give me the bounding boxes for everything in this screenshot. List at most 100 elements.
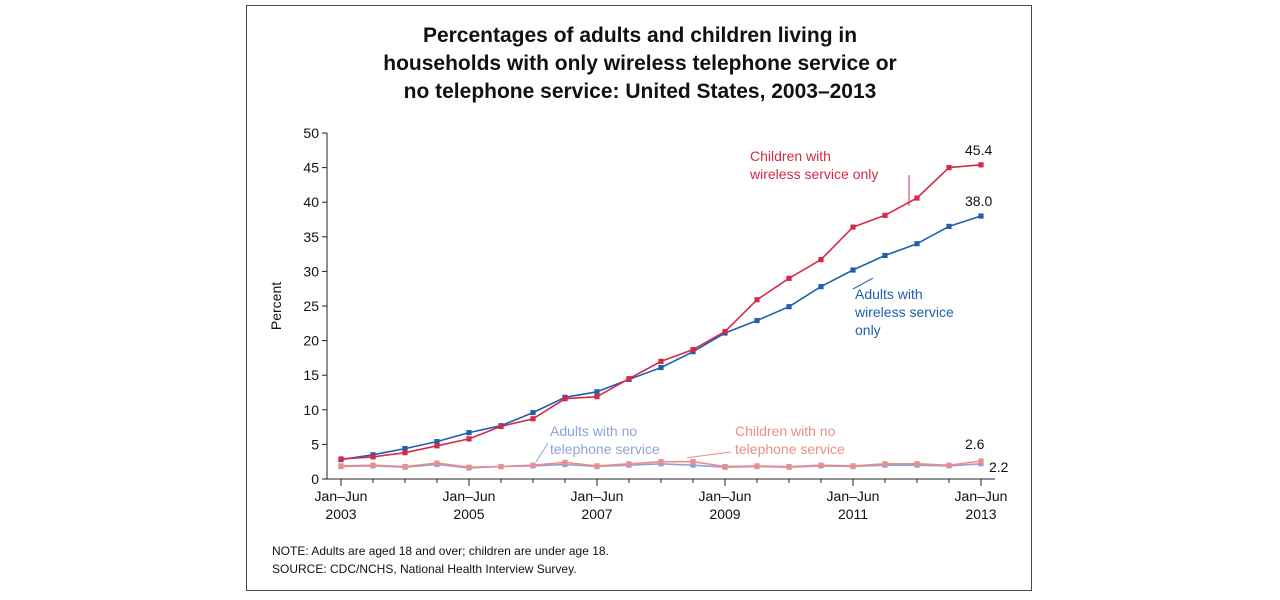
x-tick-label: 2009 xyxy=(709,506,740,522)
data-point-children-none xyxy=(850,463,856,469)
data-point-children-wireless xyxy=(914,195,920,201)
y-tick-label: 25 xyxy=(303,298,319,314)
series-label-adults-wireless: wireless service xyxy=(854,304,954,320)
data-point-adults-wireless xyxy=(850,267,856,273)
y-tick-label: 45 xyxy=(303,160,319,176)
data-point-children-none xyxy=(946,462,952,468)
data-point-children-wireless xyxy=(562,396,568,402)
leader-line-adults-wireless xyxy=(852,277,874,290)
data-point-children-wireless xyxy=(402,450,408,456)
data-point-children-wireless xyxy=(978,162,984,168)
series-line-adults-wireless xyxy=(340,215,982,461)
data-point-children-none xyxy=(562,459,568,465)
data-point-children-wireless xyxy=(786,275,792,281)
data-point-adults-wireless xyxy=(402,445,408,452)
data-point-children-wireless xyxy=(754,297,760,303)
data-point-adults-wireless xyxy=(658,364,664,371)
data-point-children-wireless xyxy=(434,443,440,449)
chart-title-line-2: households with only wireless telephone … xyxy=(383,52,897,75)
data-point-adults-wireless xyxy=(434,439,440,445)
data-point-adults-wireless xyxy=(946,223,952,230)
chart-notes: NOTE: Adults are aged 18 and over; child… xyxy=(272,542,609,578)
y-tick-label: 30 xyxy=(303,263,319,279)
note-text: NOTE: Adults are aged 18 and over; child… xyxy=(272,544,609,558)
source-text: SOURCE: CDC/NCHS, National Health Interv… xyxy=(272,562,577,576)
chart-title-line-1: Percentages of adults and children livin… xyxy=(422,24,858,47)
data-point-children-none xyxy=(722,463,728,470)
data-point-children-none xyxy=(594,463,600,469)
x-tick-label: Jan–Jun xyxy=(827,488,880,504)
data-point-children-none xyxy=(818,462,824,468)
data-point-adults-none xyxy=(978,461,984,467)
data-point-children-none xyxy=(914,461,920,467)
x-tick-label: Jan–Jun xyxy=(955,488,1008,504)
data-point-adults-wireless xyxy=(978,213,984,219)
data-point-children-none xyxy=(530,462,536,468)
data-point-children-none xyxy=(658,459,664,465)
data-point-children-wireless xyxy=(626,376,632,382)
data-point-children-wireless xyxy=(850,224,856,230)
leader-line-adults-none xyxy=(535,442,549,463)
data-point-adults-wireless xyxy=(594,389,600,395)
y-tick-label: 20 xyxy=(303,333,319,349)
data-point-children-none xyxy=(370,462,376,468)
x-tick-label: Jan–Jun xyxy=(571,488,624,504)
data-point-children-wireless xyxy=(818,257,824,263)
end-label-children-none: 2.6 xyxy=(965,436,985,452)
x-tick-label: Jan–Jun xyxy=(699,488,752,504)
data-point-children-wireless xyxy=(370,454,376,460)
data-point-children-none xyxy=(978,458,984,464)
data-point-children-none xyxy=(402,463,408,470)
data-point-children-wireless xyxy=(530,416,536,422)
data-point-children-none xyxy=(498,463,504,470)
series-label-adults-none: telephone service xyxy=(550,441,660,457)
data-point-adults-wireless xyxy=(882,252,888,259)
end-label-adults-wireless: 38.0 xyxy=(965,193,992,209)
data-point-children-wireless xyxy=(498,423,504,430)
y-tick-label: 0 xyxy=(311,471,319,487)
series-label-children-none: Children with no xyxy=(735,423,836,439)
data-point-children-wireless xyxy=(690,346,696,353)
data-point-children-wireless xyxy=(882,212,888,218)
series-label-children-none: telephone service xyxy=(735,441,845,457)
y-tick-label: 50 xyxy=(303,125,319,141)
data-point-adults-wireless xyxy=(754,317,760,324)
x-tick-label: Jan–Jun xyxy=(315,488,368,504)
series-label-children-wireless: Children with xyxy=(750,148,831,164)
data-point-children-wireless xyxy=(946,165,952,171)
data-point-children-wireless xyxy=(658,358,664,364)
x-tick-label: Jan–Jun xyxy=(443,488,496,504)
data-point-children-wireless xyxy=(722,329,728,335)
data-point-adults-wireless xyxy=(786,304,792,310)
chart-title-line-3: no telephone service: United States, 200… xyxy=(403,80,877,103)
data-point-adults-wireless xyxy=(530,409,536,416)
data-point-adults-wireless xyxy=(466,430,472,436)
x-tick-label: 2013 xyxy=(965,506,996,522)
x-tick-label: 2007 xyxy=(581,506,612,522)
end-label-children-wireless: 45.4 xyxy=(965,142,992,158)
data-point-adults-wireless xyxy=(818,284,824,290)
x-tick-label: 2011 xyxy=(838,506,868,522)
chart-frame: Percentages of adults and children livin… xyxy=(246,5,1032,591)
x-tick-label: 2003 xyxy=(325,506,356,522)
data-point-adults-none xyxy=(690,462,696,468)
data-point-adults-wireless xyxy=(914,241,920,247)
data-point-children-wireless xyxy=(466,436,472,442)
data-point-children-none xyxy=(466,464,472,470)
data-point-children-none xyxy=(690,459,696,465)
series-label-adults-wireless: Adults with xyxy=(855,286,923,302)
x-tick-label: 2005 xyxy=(453,506,484,522)
y-tick-label: 15 xyxy=(303,367,319,383)
chart-title: Percentages of adults and children livin… xyxy=(247,22,1033,106)
data-point-children-none xyxy=(338,463,344,469)
series-label-adults-none: Adults with no xyxy=(550,423,637,439)
y-axis-label: Percent xyxy=(268,282,284,330)
data-point-children-none xyxy=(754,463,760,469)
data-point-children-none xyxy=(882,461,888,467)
series-label-adults-wireless: only xyxy=(855,322,881,338)
y-tick-label: 35 xyxy=(303,229,319,245)
y-tick-label: 40 xyxy=(303,194,319,210)
end-label-adults-none: 2.2 xyxy=(989,459,1009,475)
data-point-children-none xyxy=(626,461,632,467)
line-chart: 0 5 10 15 20 25 30 35 40 45 50 Jan–Jun 2003 Jan–Jun 20… xyxy=(268,125,1009,522)
